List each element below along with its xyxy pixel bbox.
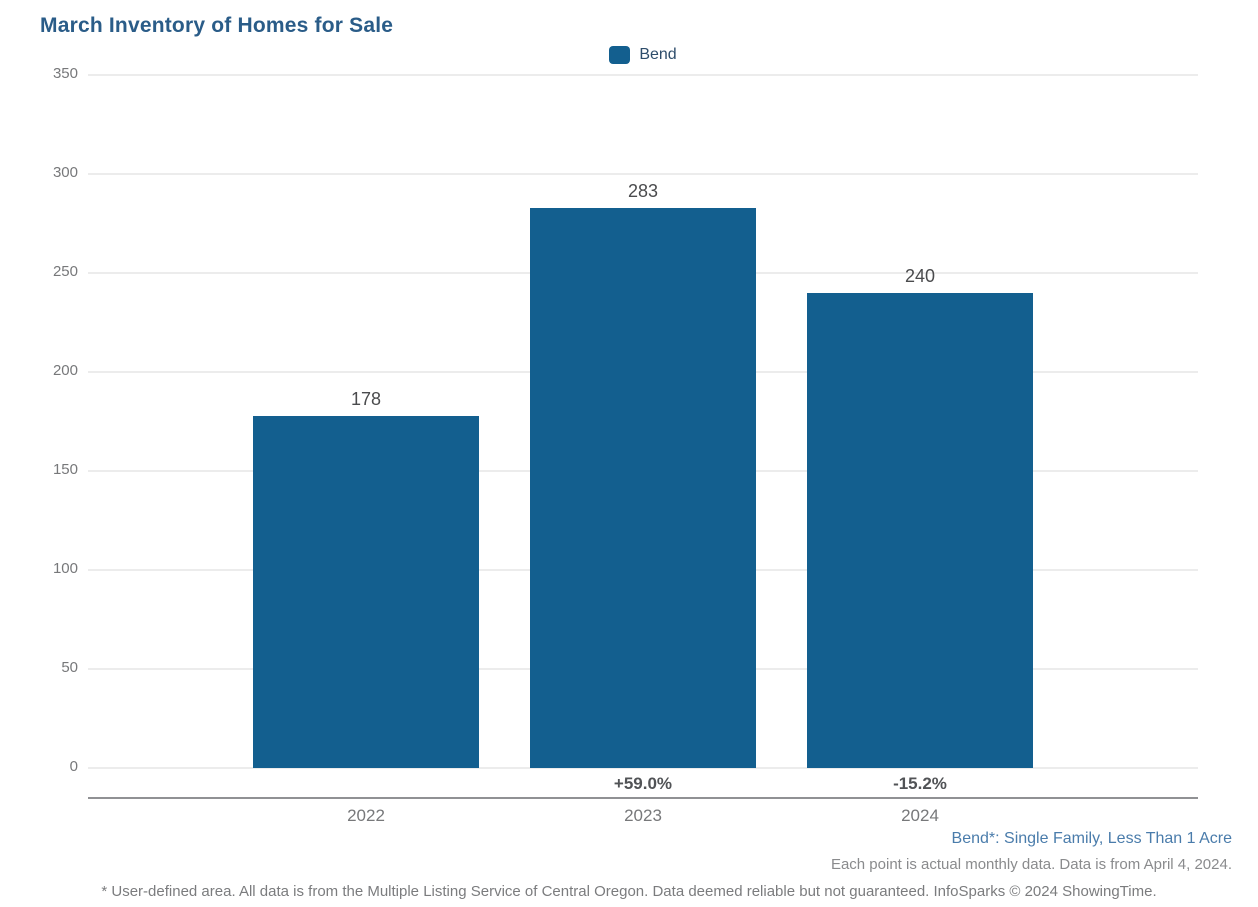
y-axis-tick-label: 0 [69,758,78,775]
chart-title: March Inventory of Homes for Sale [40,14,394,37]
gridline-350 [88,74,1198,76]
x-axis-category-label: 2022 [347,806,385,825]
x-axis-line [88,797,1198,799]
series-definition-note: Bend*: Single Family, Less Than 1 Acre [951,830,1232,847]
bar-2022[interactable] [253,415,479,768]
y-axis-tick-label: 300 [52,164,78,181]
y-axis-tick-label: 350 [52,65,78,82]
y-axis-tick-label: 200 [52,362,78,379]
bar-value-label: 178 [350,388,382,409]
bar-value-label: 283 [627,180,659,201]
data-source-note: Each point is actual monthly data. Data … [830,856,1232,873]
gridline-0 [88,767,1198,769]
y-axis-tick-label: 150 [52,461,78,478]
y-axis-tick-label: 100 [52,560,78,577]
y-axis-tick-label: 50 [61,659,78,676]
y-axis-tick-label: 250 [52,263,78,280]
chart-legend: Bend [88,46,1198,64]
pct-change-label: -15.2% [893,774,947,793]
pct-change-label: +59.0% [613,774,673,793]
bar-value-label: 240 [904,265,936,286]
x-axis-category-label: 2024 [901,806,939,825]
legend-swatch-bend [609,46,631,64]
bar-2024[interactable] [807,292,1033,768]
disclaimer-footnote: * User-defined area. All data is from th… [101,883,1157,900]
gridline-300 [88,173,1198,175]
bar-2023[interactable] [530,207,756,768]
x-axis-category-label: 2023 [624,806,662,825]
legend-label-bend: Bend [639,46,677,63]
